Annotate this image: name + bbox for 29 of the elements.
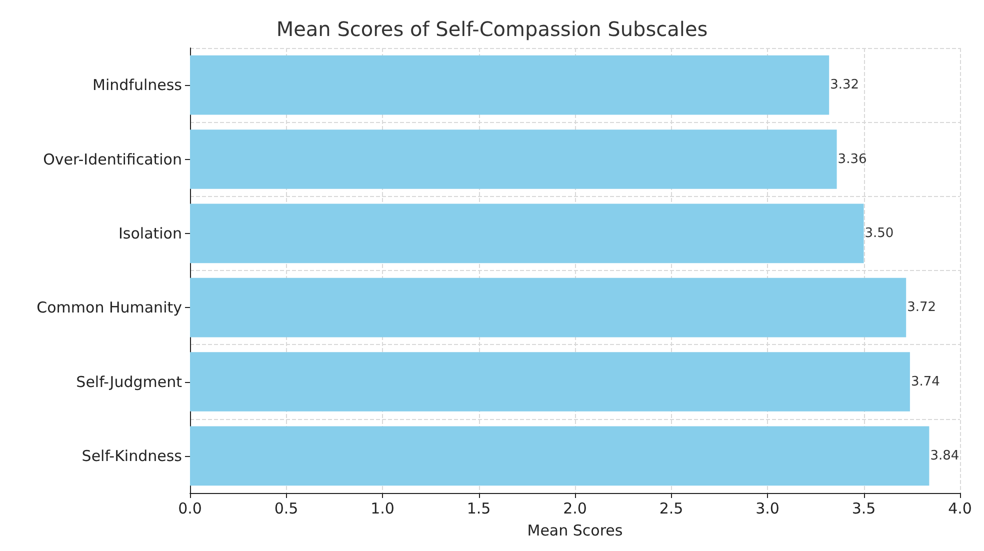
x-tick-label: 1.0 (370, 500, 394, 518)
x-tick-label: 0.0 (178, 500, 202, 518)
bar (190, 426, 930, 486)
bar (190, 130, 837, 189)
x-tick-label: 0.5 (274, 500, 298, 518)
bar (190, 278, 906, 338)
x-tick-label: 3.0 (756, 500, 780, 518)
data-label: 3.84 (930, 448, 960, 464)
x-tick-label: 2.0 (563, 500, 587, 518)
data-label: 3.36 (838, 152, 867, 167)
y-tick-label: Isolation (118, 224, 182, 242)
bar (190, 55, 830, 115)
data-label: 3.74 (910, 374, 940, 390)
chart-title: Mean Scores of Self-Compassion Subscales (276, 17, 708, 41)
data-label: 3.50 (864, 226, 894, 241)
x-tick-label: 4.0 (948, 500, 972, 518)
bar (190, 204, 864, 264)
x-axis-title: Mean Scores (527, 522, 623, 540)
x-tick-label: 3.5 (852, 500, 876, 518)
x-tick-label: 1.5 (466, 500, 491, 518)
y-tick-label: Mindfulness (92, 76, 182, 94)
y-tick-label: Self-Kindness (82, 446, 182, 465)
data-label: 3.72 (907, 300, 936, 316)
y-tick-label: Over-Identification (43, 150, 182, 168)
x-tick-label: 2.5 (659, 500, 684, 518)
data-label: 3.32 (830, 78, 860, 93)
y-tick-label: Common Humanity (36, 298, 182, 317)
y-tick-label: Self-Judgment (76, 372, 182, 391)
bar (190, 352, 910, 412)
